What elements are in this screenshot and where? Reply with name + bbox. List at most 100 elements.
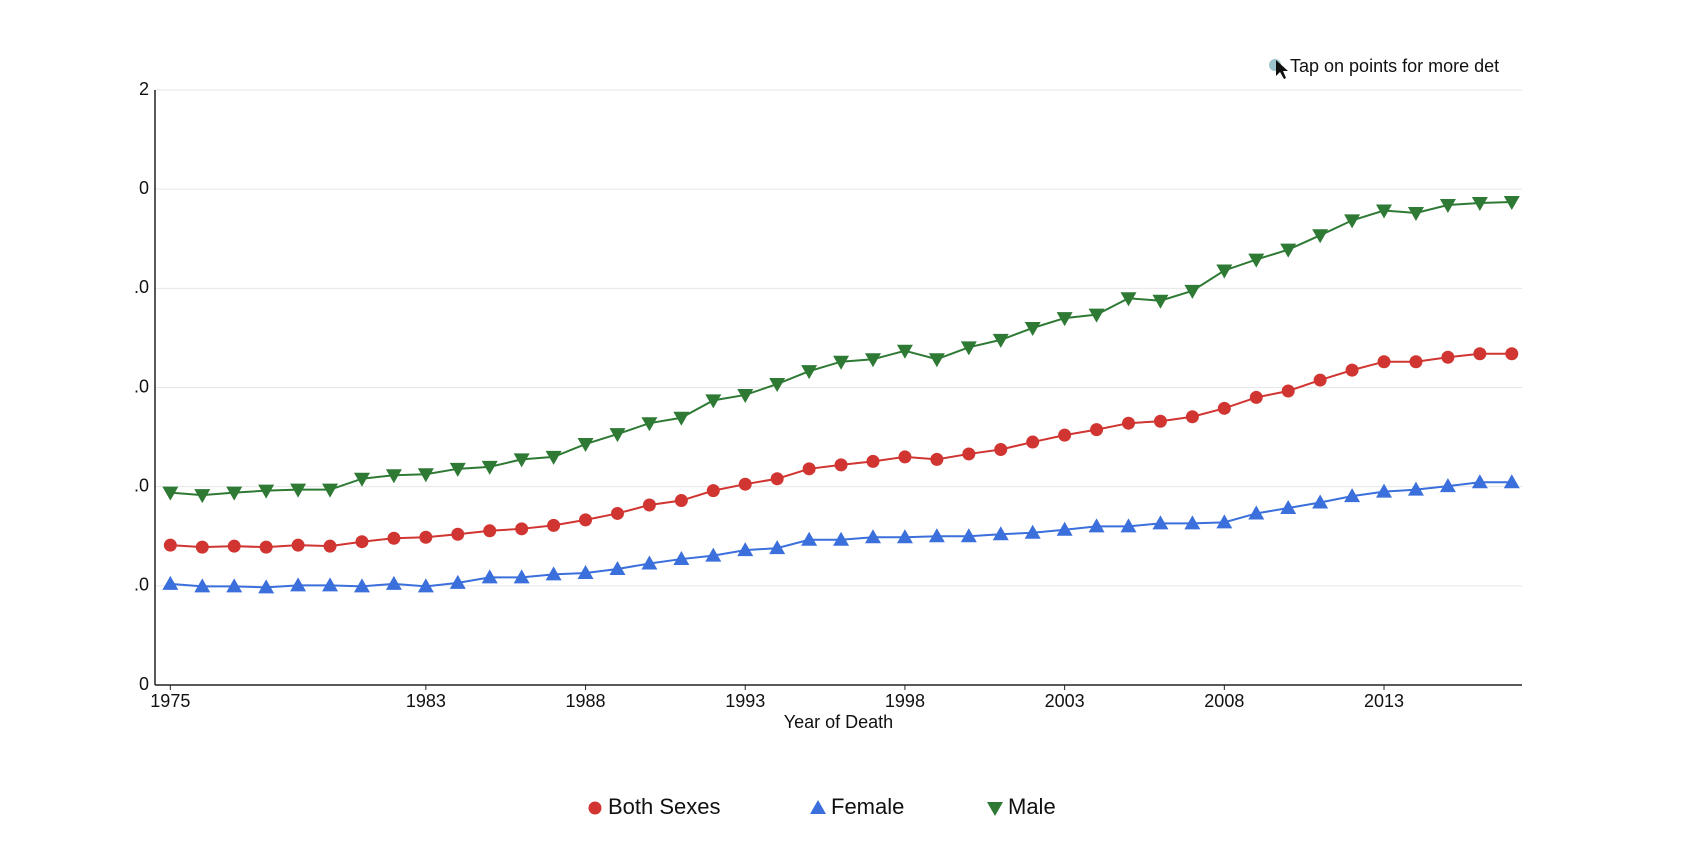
- point: [483, 524, 497, 538]
- y-tick-label: .0: [134, 575, 149, 595]
- point: [802, 462, 816, 476]
- point: [449, 462, 466, 477]
- point: [960, 341, 977, 356]
- note: Tap on points for more det: [1290, 56, 1499, 76]
- point: [355, 535, 369, 549]
- point: [291, 538, 305, 552]
- point: [770, 472, 784, 486]
- point: [992, 526, 1009, 541]
- y-tick-label: .0: [134, 376, 149, 396]
- point: [545, 566, 562, 581]
- point: [545, 450, 562, 465]
- point: [353, 578, 370, 593]
- x-tick-label: 2003: [1045, 691, 1085, 711]
- point: [769, 540, 786, 555]
- point: [960, 528, 977, 543]
- point: [866, 454, 880, 468]
- point: [1090, 423, 1104, 437]
- point: [419, 530, 433, 544]
- point: [610, 506, 624, 520]
- point: [609, 560, 626, 575]
- point: [353, 472, 370, 487]
- point: [385, 575, 402, 590]
- point: [1088, 308, 1105, 323]
- point: [609, 428, 626, 443]
- point: [226, 578, 243, 593]
- point: [1024, 524, 1041, 539]
- point: [1120, 292, 1137, 307]
- point: [1312, 229, 1329, 244]
- point: [1473, 347, 1487, 361]
- point: [547, 518, 561, 532]
- point: [992, 333, 1009, 348]
- point: [1249, 390, 1263, 404]
- point: [290, 577, 307, 592]
- point: [1152, 515, 1169, 530]
- point: [1377, 355, 1391, 369]
- point: [769, 378, 786, 393]
- point: [1439, 478, 1456, 493]
- point: [994, 442, 1008, 456]
- point: [1407, 481, 1424, 496]
- point: [449, 574, 466, 589]
- point: [1312, 494, 1329, 509]
- point: [1281, 384, 1295, 398]
- point: [577, 564, 594, 579]
- point: [513, 453, 530, 468]
- point: [1441, 350, 1455, 364]
- point: [417, 468, 434, 483]
- point: [194, 578, 211, 593]
- point: [1056, 312, 1073, 327]
- y-tick-label: 0: [139, 178, 149, 198]
- point: [1280, 499, 1297, 514]
- point: [1344, 488, 1361, 503]
- series-line: [170, 201, 1512, 497]
- point: [1344, 214, 1361, 229]
- point: [1152, 294, 1169, 309]
- point: [801, 531, 818, 546]
- legend-label: Both Sexes: [608, 794, 721, 819]
- point: [385, 469, 402, 484]
- x-tick-label: 1993: [725, 691, 765, 711]
- point: [673, 551, 690, 566]
- point: [1088, 518, 1105, 533]
- point: [258, 484, 275, 499]
- point: [1505, 347, 1519, 361]
- point: [1407, 206, 1424, 221]
- point: [451, 527, 465, 541]
- point: [1216, 264, 1233, 279]
- point: [706, 484, 720, 498]
- point: [674, 494, 688, 508]
- point: [1184, 515, 1201, 530]
- point: [705, 394, 722, 409]
- y-tick-label: 2: [139, 79, 149, 99]
- point: [515, 522, 529, 536]
- point: [481, 460, 498, 475]
- x-axis-label: Year of Death: [784, 712, 893, 732]
- point: [259, 540, 273, 554]
- x-tick-label: 1988: [566, 691, 606, 711]
- point: [1058, 428, 1072, 442]
- point: [227, 539, 241, 553]
- point: [1471, 197, 1488, 212]
- point: [162, 486, 179, 501]
- point: [864, 353, 881, 368]
- point: [642, 498, 656, 512]
- point: [962, 447, 976, 461]
- point: [1122, 416, 1136, 430]
- point: [1185, 410, 1199, 424]
- y-tick-label: .0: [134, 277, 149, 297]
- point: [322, 483, 339, 498]
- point: [1280, 243, 1297, 258]
- point: [898, 450, 912, 464]
- point: [1153, 414, 1167, 428]
- point: [1056, 521, 1073, 536]
- point: [1439, 199, 1456, 214]
- x-tick-label: 1998: [885, 691, 925, 711]
- cursor-icon: [1276, 60, 1288, 79]
- point: [481, 569, 498, 584]
- point: [323, 539, 337, 553]
- point: [896, 344, 913, 359]
- point: [1120, 518, 1137, 533]
- point: [290, 483, 307, 498]
